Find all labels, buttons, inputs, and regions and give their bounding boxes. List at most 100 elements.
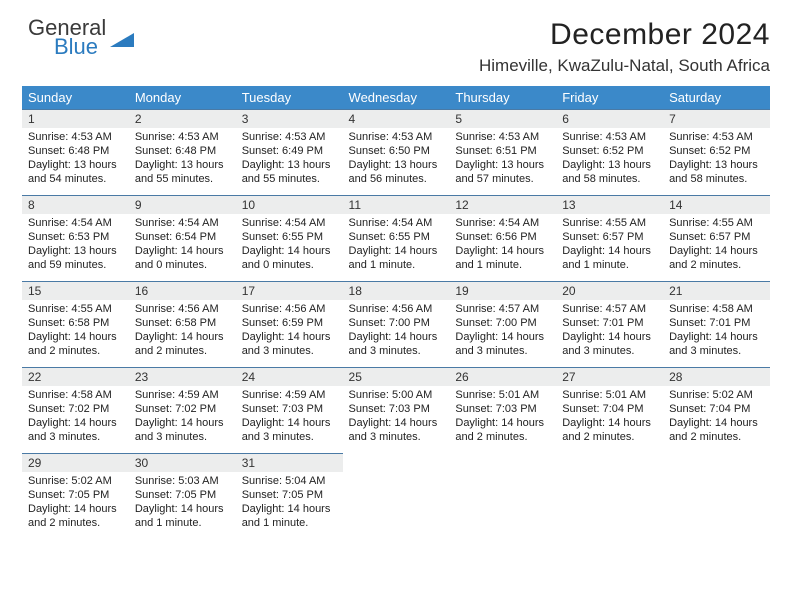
sunrise-text: Sunrise: 4:56 AM bbox=[135, 302, 230, 316]
calendar-day-cell: 27Sunrise: 5:01 AMSunset: 7:04 PMDayligh… bbox=[556, 367, 663, 453]
sunset-text: Sunset: 7:04 PM bbox=[669, 402, 764, 416]
day-details: Sunrise: 4:54 AMSunset: 6:55 PMDaylight:… bbox=[236, 214, 343, 274]
day-number: 27 bbox=[556, 367, 663, 386]
day-number: 25 bbox=[343, 367, 450, 386]
sunset-text: Sunset: 6:53 PM bbox=[28, 230, 123, 244]
calendar-day-cell bbox=[343, 453, 450, 539]
calendar-day-cell: 3Sunrise: 4:53 AMSunset: 6:49 PMDaylight… bbox=[236, 109, 343, 195]
sunset-text: Sunset: 6:48 PM bbox=[135, 144, 230, 158]
sunrise-text: Sunrise: 4:54 AM bbox=[455, 216, 550, 230]
sunset-text: Sunset: 7:03 PM bbox=[349, 402, 444, 416]
calendar-day-cell: 18Sunrise: 4:56 AMSunset: 7:00 PMDayligh… bbox=[343, 281, 450, 367]
day-number: 24 bbox=[236, 367, 343, 386]
day-details: Sunrise: 4:55 AMSunset: 6:57 PMDaylight:… bbox=[663, 214, 770, 274]
sunrise-text: Sunrise: 5:01 AM bbox=[455, 388, 550, 402]
location-text: Himeville, KwaZulu-Natal, South Africa bbox=[479, 56, 770, 76]
day-details: Sunrise: 4:56 AMSunset: 7:00 PMDaylight:… bbox=[343, 300, 450, 360]
sunset-text: Sunset: 7:04 PM bbox=[562, 402, 657, 416]
page-header: General Blue December 2024 Himeville, Kw… bbox=[22, 18, 770, 76]
sunrise-text: Sunrise: 4:54 AM bbox=[242, 216, 337, 230]
sunset-text: Sunset: 7:05 PM bbox=[28, 488, 123, 502]
daylight-text: Daylight: 13 hours and 55 minutes. bbox=[135, 158, 230, 186]
daylight-text: Daylight: 14 hours and 2 minutes. bbox=[28, 502, 123, 530]
sunset-text: Sunset: 6:56 PM bbox=[455, 230, 550, 244]
weekday-header: Friday bbox=[556, 86, 663, 109]
day-number: 14 bbox=[663, 195, 770, 214]
calendar-week-row: 1Sunrise: 4:53 AMSunset: 6:48 PMDaylight… bbox=[22, 109, 770, 195]
calendar-day-cell: 14Sunrise: 4:55 AMSunset: 6:57 PMDayligh… bbox=[663, 195, 770, 281]
day-details: Sunrise: 5:02 AMSunset: 7:05 PMDaylight:… bbox=[22, 472, 129, 532]
sunset-text: Sunset: 7:05 PM bbox=[135, 488, 230, 502]
day-number: 19 bbox=[449, 281, 556, 300]
calendar-day-cell: 30Sunrise: 5:03 AMSunset: 7:05 PMDayligh… bbox=[129, 453, 236, 539]
day-number: 28 bbox=[663, 367, 770, 386]
calendar-day-cell: 2Sunrise: 4:53 AMSunset: 6:48 PMDaylight… bbox=[129, 109, 236, 195]
day-details: Sunrise: 4:58 AMSunset: 7:02 PMDaylight:… bbox=[22, 386, 129, 446]
daylight-text: Daylight: 14 hours and 3 minutes. bbox=[242, 330, 337, 358]
day-number: 17 bbox=[236, 281, 343, 300]
daylight-text: Daylight: 14 hours and 0 minutes. bbox=[135, 244, 230, 272]
day-details: Sunrise: 4:56 AMSunset: 6:58 PMDaylight:… bbox=[129, 300, 236, 360]
sunrise-text: Sunrise: 4:54 AM bbox=[28, 216, 123, 230]
day-number: 22 bbox=[22, 367, 129, 386]
day-number: 6 bbox=[556, 109, 663, 128]
sunrise-text: Sunrise: 4:53 AM bbox=[669, 130, 764, 144]
calendar-body: 1Sunrise: 4:53 AMSunset: 6:48 PMDaylight… bbox=[22, 109, 770, 539]
weekday-header: Tuesday bbox=[236, 86, 343, 109]
daylight-text: Daylight: 14 hours and 1 minute. bbox=[135, 502, 230, 530]
calendar-week-row: 29Sunrise: 5:02 AMSunset: 7:05 PMDayligh… bbox=[22, 453, 770, 539]
sunrise-text: Sunrise: 4:53 AM bbox=[349, 130, 444, 144]
logo-text: General Blue bbox=[28, 18, 106, 58]
sunrise-text: Sunrise: 4:57 AM bbox=[455, 302, 550, 316]
day-details: Sunrise: 4:53 AMSunset: 6:51 PMDaylight:… bbox=[449, 128, 556, 188]
sunrise-text: Sunrise: 4:57 AM bbox=[562, 302, 657, 316]
daylight-text: Daylight: 13 hours and 55 minutes. bbox=[242, 158, 337, 186]
day-number: 3 bbox=[236, 109, 343, 128]
weekday-header: Wednesday bbox=[343, 86, 450, 109]
day-details: Sunrise: 4:53 AMSunset: 6:52 PMDaylight:… bbox=[663, 128, 770, 188]
calendar-day-cell: 10Sunrise: 4:54 AMSunset: 6:55 PMDayligh… bbox=[236, 195, 343, 281]
sunset-text: Sunset: 6:54 PM bbox=[135, 230, 230, 244]
daylight-text: Daylight: 13 hours and 59 minutes. bbox=[28, 244, 123, 272]
daylight-text: Daylight: 14 hours and 3 minutes. bbox=[349, 416, 444, 444]
day-number: 7 bbox=[663, 109, 770, 128]
day-number: 1 bbox=[22, 109, 129, 128]
day-number: 13 bbox=[556, 195, 663, 214]
daylight-text: Daylight: 13 hours and 58 minutes. bbox=[669, 158, 764, 186]
day-number: 21 bbox=[663, 281, 770, 300]
sunset-text: Sunset: 7:05 PM bbox=[242, 488, 337, 502]
daylight-text: Daylight: 14 hours and 3 minutes. bbox=[349, 330, 444, 358]
day-number: 15 bbox=[22, 281, 129, 300]
calendar-day-cell: 11Sunrise: 4:54 AMSunset: 6:55 PMDayligh… bbox=[343, 195, 450, 281]
daylight-text: Daylight: 14 hours and 1 minute. bbox=[242, 502, 337, 530]
calendar-day-cell: 13Sunrise: 4:55 AMSunset: 6:57 PMDayligh… bbox=[556, 195, 663, 281]
sunset-text: Sunset: 6:58 PM bbox=[28, 316, 123, 330]
daylight-text: Daylight: 13 hours and 58 minutes. bbox=[562, 158, 657, 186]
calendar-week-row: 22Sunrise: 4:58 AMSunset: 7:02 PMDayligh… bbox=[22, 367, 770, 453]
day-details: Sunrise: 5:02 AMSunset: 7:04 PMDaylight:… bbox=[663, 386, 770, 446]
weekday-row: Sunday Monday Tuesday Wednesday Thursday… bbox=[22, 86, 770, 109]
calendar-day-cell: 19Sunrise: 4:57 AMSunset: 7:00 PMDayligh… bbox=[449, 281, 556, 367]
sunset-text: Sunset: 7:00 PM bbox=[349, 316, 444, 330]
calendar-day-cell: 25Sunrise: 5:00 AMSunset: 7:03 PMDayligh… bbox=[343, 367, 450, 453]
day-details: Sunrise: 4:55 AMSunset: 6:57 PMDaylight:… bbox=[556, 214, 663, 274]
calendar-day-cell: 26Sunrise: 5:01 AMSunset: 7:03 PMDayligh… bbox=[449, 367, 556, 453]
day-number: 30 bbox=[129, 453, 236, 472]
logo-word-blue: Blue bbox=[28, 37, 106, 58]
day-number: 8 bbox=[22, 195, 129, 214]
sunset-text: Sunset: 6:57 PM bbox=[669, 230, 764, 244]
sunrise-text: Sunrise: 4:56 AM bbox=[242, 302, 337, 316]
daylight-text: Daylight: 14 hours and 2 minutes. bbox=[669, 416, 764, 444]
day-details: Sunrise: 4:59 AMSunset: 7:02 PMDaylight:… bbox=[129, 386, 236, 446]
day-details: Sunrise: 4:54 AMSunset: 6:56 PMDaylight:… bbox=[449, 214, 556, 274]
sunset-text: Sunset: 7:02 PM bbox=[28, 402, 123, 416]
calendar-day-cell: 7Sunrise: 4:53 AMSunset: 6:52 PMDaylight… bbox=[663, 109, 770, 195]
daylight-text: Daylight: 14 hours and 0 minutes. bbox=[242, 244, 337, 272]
month-title: December 2024 bbox=[479, 18, 770, 52]
daylight-text: Daylight: 14 hours and 3 minutes. bbox=[242, 416, 337, 444]
day-details: Sunrise: 5:00 AMSunset: 7:03 PMDaylight:… bbox=[343, 386, 450, 446]
sunrise-text: Sunrise: 4:59 AM bbox=[242, 388, 337, 402]
sunset-text: Sunset: 7:03 PM bbox=[455, 402, 550, 416]
calendar-day-cell bbox=[556, 453, 663, 539]
day-details: Sunrise: 5:01 AMSunset: 7:04 PMDaylight:… bbox=[556, 386, 663, 446]
